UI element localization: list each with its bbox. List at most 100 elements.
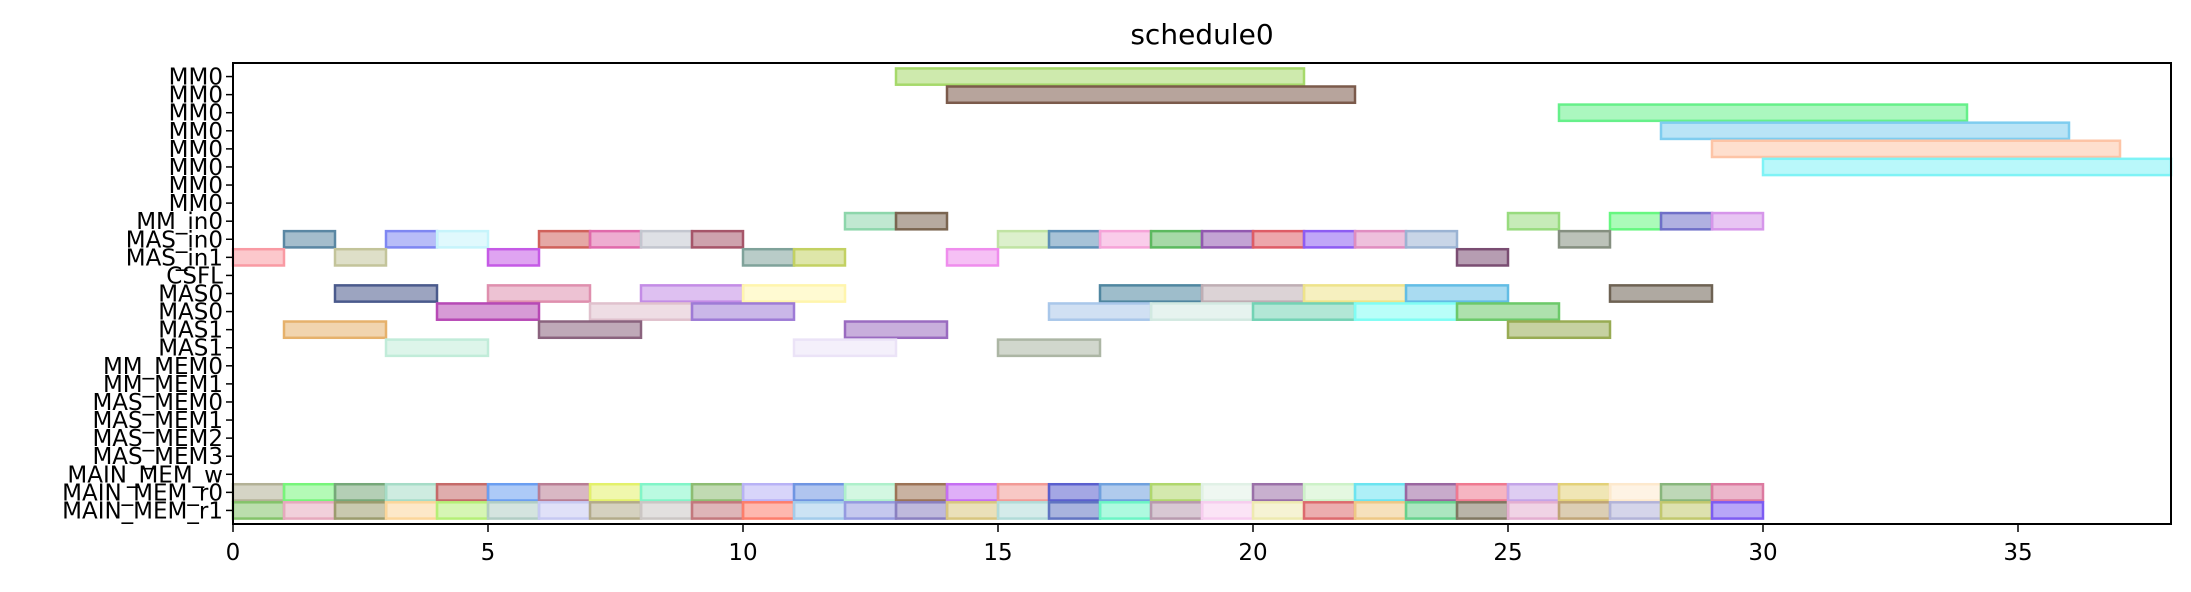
task-bar [996, 501, 1051, 520]
task-bar [1455, 302, 1561, 321]
task-bar [1251, 482, 1306, 502]
task-bar [333, 247, 388, 267]
task-bar [894, 482, 949, 502]
task-bar [1251, 229, 1306, 249]
task-bar [1047, 302, 1153, 321]
x-axis: 0 5 10 15 20 25 30 35 [226, 524, 2033, 566]
task-bar [486, 247, 541, 267]
task-bar [1710, 501, 1765, 520]
task-bar [1710, 211, 1765, 231]
task-bar [996, 482, 1051, 502]
task-bar [435, 482, 490, 502]
task-bar [1608, 211, 1663, 231]
task-bar [537, 482, 592, 502]
task-bar [1098, 284, 1204, 303]
y-axis: MM0MM0MM0MM0MM0MM0MM0MM0MM_in0MAS_in0MAS… [62, 65, 233, 524]
y-tick-label: MAS0 [158, 300, 223, 326]
task-bar [588, 482, 643, 502]
task-bar [741, 501, 796, 520]
task-bar [792, 247, 847, 267]
task-bar [1506, 211, 1561, 231]
task-bar [1149, 501, 1204, 520]
y-tick-label: MAS_MEM2 [92, 426, 223, 452]
task-bar [486, 501, 541, 520]
task-bar [588, 302, 694, 321]
task-bar [792, 338, 898, 358]
task-bar [1404, 284, 1510, 303]
task-bar [384, 501, 439, 520]
task-bar [1557, 103, 1969, 123]
task-bar [1302, 284, 1408, 303]
task-bar [1200, 501, 1255, 520]
task-bar [1200, 284, 1306, 303]
task-bar [639, 482, 694, 502]
task-bar [1149, 302, 1255, 321]
task-bar [894, 501, 949, 520]
task-bar [1608, 482, 1663, 502]
task-bar [792, 482, 847, 502]
task-bar [1608, 284, 1714, 303]
task-bar [996, 338, 1102, 358]
task-bar [1710, 482, 1765, 502]
task-bar [996, 229, 1051, 249]
task-bar [231, 501, 286, 520]
y-tick-label: MM0 [169, 101, 223, 127]
y-tick-label: MAIN_MEM_r0 [62, 480, 223, 506]
task-bar [945, 482, 1000, 502]
x-tick-label: 20 [1238, 540, 1267, 566]
task-bar [1149, 229, 1204, 249]
task-bar [1047, 501, 1102, 520]
task-bar [588, 501, 643, 520]
task-bar [639, 284, 745, 303]
task-bar [486, 284, 592, 303]
task-bar [1353, 229, 1408, 249]
task-bar [1404, 482, 1459, 502]
x-tick-label: 5 [481, 540, 496, 566]
task-bar [435, 229, 490, 249]
x-tick-label: 15 [983, 540, 1012, 566]
task-bar [690, 302, 796, 321]
task-bar [486, 482, 541, 502]
task-bar [1200, 229, 1255, 249]
task-bar [690, 482, 745, 502]
task-bar [282, 320, 388, 340]
task-bar [1455, 247, 1510, 267]
y-tick-label: MAIN_MEM_w [67, 462, 223, 488]
task-bar [333, 284, 439, 303]
task-bar [639, 229, 694, 249]
y-tick-label: MAS_MEM0 [92, 390, 223, 416]
task-bar [1557, 501, 1612, 520]
y-tick-label: MAIN_MEM_r1 [62, 498, 223, 524]
task-bar [1302, 482, 1357, 502]
task-bar [1761, 157, 2173, 177]
y-tick-label: MM_MEM1 [103, 372, 223, 398]
task-bar [1557, 229, 1612, 249]
task-bar [1506, 501, 1561, 520]
task-bar [1506, 482, 1561, 502]
task-bar [1455, 501, 1510, 520]
task-bar [537, 320, 643, 340]
x-tick-label: 25 [1493, 540, 1522, 566]
task-bar [333, 482, 388, 502]
task-bar [231, 482, 286, 502]
task-bar [1353, 501, 1408, 520]
y-tick-label: MM0 [169, 65, 223, 91]
task-bar [843, 501, 898, 520]
task-bar [1200, 482, 1255, 502]
y-tick-label: MM0 [169, 155, 223, 181]
y-tick-label: MM_MEM0 [103, 354, 223, 380]
task-bar [1608, 501, 1663, 520]
task-bar [894, 67, 1306, 86]
task-bar [1098, 501, 1153, 520]
task-bar [1302, 501, 1357, 520]
task-bar [741, 284, 847, 303]
task-bar [843, 482, 898, 502]
x-tick-label: 10 [728, 540, 757, 566]
y-tick-label: MAS1 [158, 336, 223, 362]
task-bar [1404, 501, 1459, 520]
x-tick-label: 30 [1748, 540, 1777, 566]
y-tick-label: MM0 [169, 137, 223, 163]
y-tick-label: CSFL [166, 263, 223, 289]
y-tick-label: MM0 [169, 191, 223, 217]
